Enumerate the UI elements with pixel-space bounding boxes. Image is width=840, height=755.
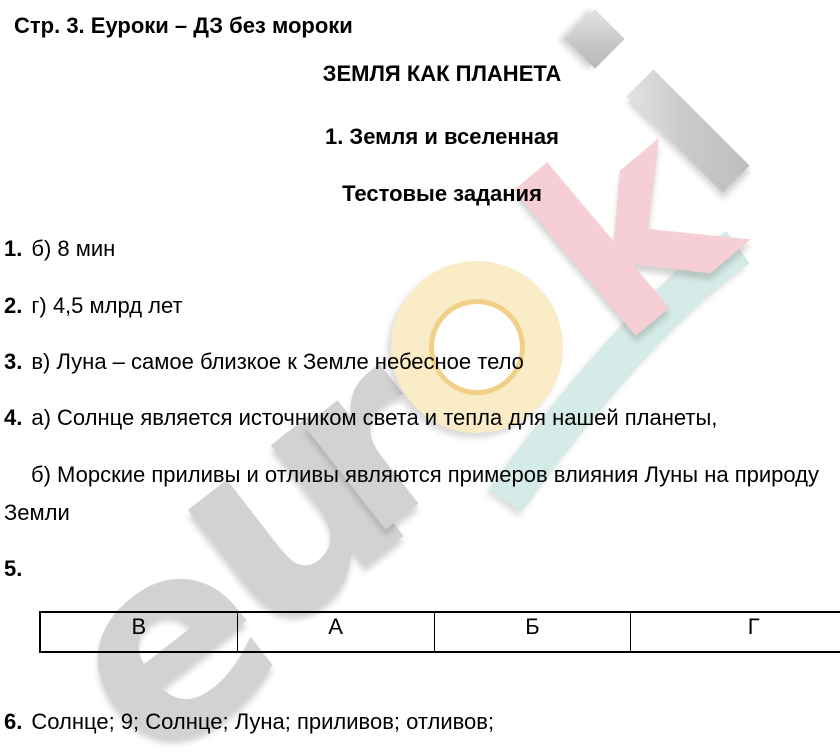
table-cell-a: А xyxy=(238,613,435,651)
answer-number: 4. xyxy=(4,405,23,430)
answer-line-5: 5. xyxy=(4,557,31,581)
answer-number: 6. xyxy=(4,709,23,734)
answer-text: а) Солнце является источником света и те… xyxy=(31,405,718,430)
answer-number: 1. xyxy=(4,236,23,261)
section-heading: Тестовые задания xyxy=(342,181,542,206)
answer-line-4b-wrap: Земли xyxy=(4,500,70,525)
answer-line-1: 1. б) 8 мин xyxy=(4,237,115,261)
answer-line-2: 2. г) 4,5 млрд лет xyxy=(4,294,183,318)
answer-text: Солнце; 9; Солнце; Луна; приливов; отлив… xyxy=(31,709,495,734)
answer-text: г) 4,5 млрд лет xyxy=(31,293,183,318)
answer-5-table: В А Б Г xyxy=(39,611,840,653)
page-header: Стр. 3. Еуроки – ДЗ без мороки xyxy=(14,13,353,38)
answer-text: в) Луна – самое близкое к Земле небесное… xyxy=(31,349,524,374)
answer-line-6: 6. Солнце; 9; Солнце; Луна; приливов; отл… xyxy=(4,710,494,734)
table-cell-b: Б xyxy=(435,613,632,651)
answer-line-4a: 4. а) Солнце является источником света и … xyxy=(4,406,717,430)
table-cell-g: Г xyxy=(747,614,760,639)
answer-text: б) 8 мин xyxy=(31,236,116,261)
answer-number: 2. xyxy=(4,293,23,318)
table-cell-v: В xyxy=(41,613,238,651)
answer-number: 5. xyxy=(4,556,23,581)
page-title: ЗЕМЛЯ КАК ПЛАНЕТА xyxy=(322,61,562,86)
answer-number: 3. xyxy=(4,349,23,374)
chapter-title: 1. Земля и вселенная xyxy=(324,124,560,149)
answer-line-4b: б) Морские приливы и отливы являются при… xyxy=(31,462,819,487)
answer-line-3: 3. в) Луна – самое близкое к Земле небесн… xyxy=(4,350,524,374)
